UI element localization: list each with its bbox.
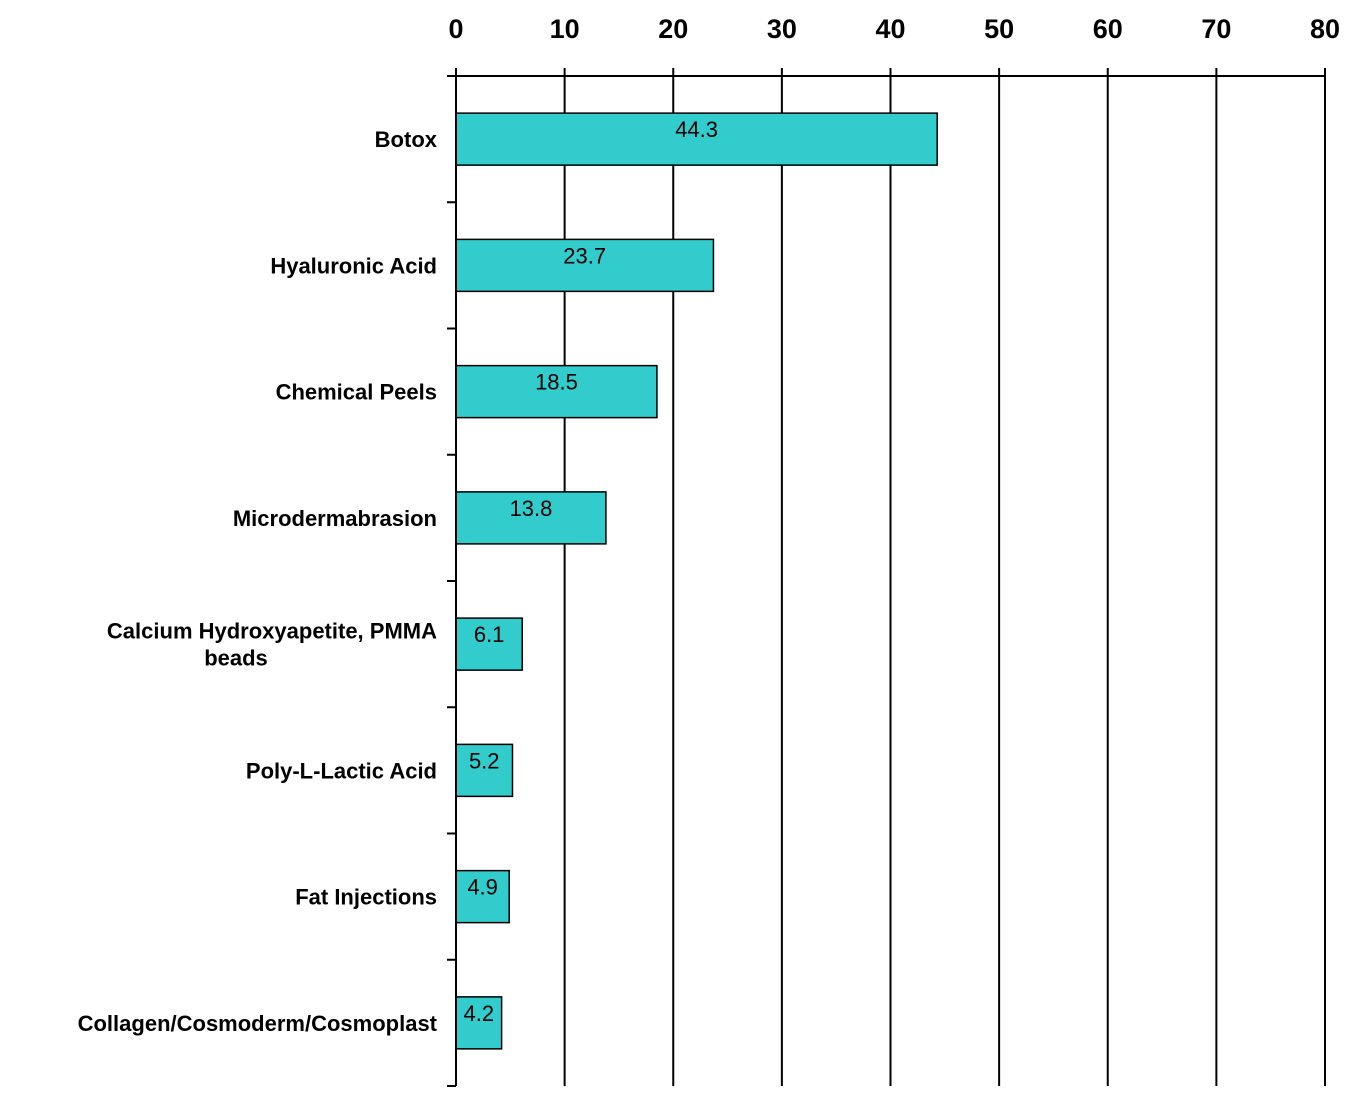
x-tick-label-10: 10: [550, 14, 580, 44]
category-label-2: Chemical Peels: [276, 380, 437, 405]
data-label-7: 4.2: [464, 1001, 495, 1026]
category-label-line: Collagen/Cosmoderm/Cosmoplast: [78, 1011, 438, 1036]
data-label-4: 6.1: [474, 622, 505, 647]
data-label-2: 18.5: [535, 370, 578, 395]
category-labels: Botox Hyaluronic Acid Chemical Peels Microd…: [78, 127, 438, 1036]
category-label-6: Fat Injections: [295, 885, 437, 910]
x-tick-label-40: 40: [875, 14, 905, 44]
category-label-line: Poly-L-Lactic Acid: [246, 758, 437, 783]
bar-4: [455, 617, 524, 671]
data-label-3: 13.8: [510, 496, 553, 521]
category-label-7: Collagen/Cosmoderm/Cosmoplast: [78, 1011, 438, 1036]
x-tick-label-30: 30: [767, 14, 797, 44]
x-tick-label-80: 80: [1310, 14, 1340, 44]
category-label-1: Hyaluronic Acid: [270, 253, 437, 278]
gridlines: [563, 76, 1326, 1086]
data-label-6: 4.9: [467, 875, 498, 900]
category-label-line: Chemical Peels: [276, 380, 437, 405]
category-label-line: Calcium Hydroxyapetite, PMMA: [107, 619, 437, 644]
x-tick-label-70: 70: [1201, 14, 1231, 44]
bars: [455, 112, 938, 1050]
category-label-line: beads: [204, 646, 268, 671]
category-label-4: Calcium Hydroxyapetite, PMMA beads: [107, 619, 437, 671]
bar-3: [455, 491, 607, 545]
bar-2: [455, 364, 658, 419]
data-label-5: 5.2: [469, 748, 500, 773]
x-tick-label-60: 60: [1093, 14, 1123, 44]
category-label-line: Microdermabrasion: [233, 506, 437, 531]
category-label-3: Microdermabrasion: [233, 506, 437, 531]
category-label-line: Hyaluronic Acid: [270, 253, 437, 278]
data-label-0: 44.3: [675, 117, 718, 142]
axes: [447, 68, 1326, 1087]
x-tick-labels: 0 10 20 30 40 50 60 70 80: [448, 14, 1340, 44]
x-tick-label-20: 20: [658, 14, 688, 44]
bar-5: [455, 743, 514, 798]
x-tick-label-50: 50: [984, 14, 1014, 44]
data-labels: 44.3 23.7 18.5 13.8 6.1 5.2 4.9 4.2: [464, 117, 719, 1026]
category-label-5: Poly-L-Lactic Acid: [246, 758, 437, 783]
bar-1: [455, 238, 715, 293]
data-label-1: 23.7: [563, 243, 606, 268]
category-label-line: Fat Injections: [295, 885, 437, 910]
x-tick-label-0: 0: [448, 14, 463, 44]
category-label-line: Botox: [375, 127, 438, 152]
bar-7: [455, 996, 503, 1050]
bar-6: [455, 869, 510, 924]
category-label-0: Botox: [375, 127, 438, 152]
